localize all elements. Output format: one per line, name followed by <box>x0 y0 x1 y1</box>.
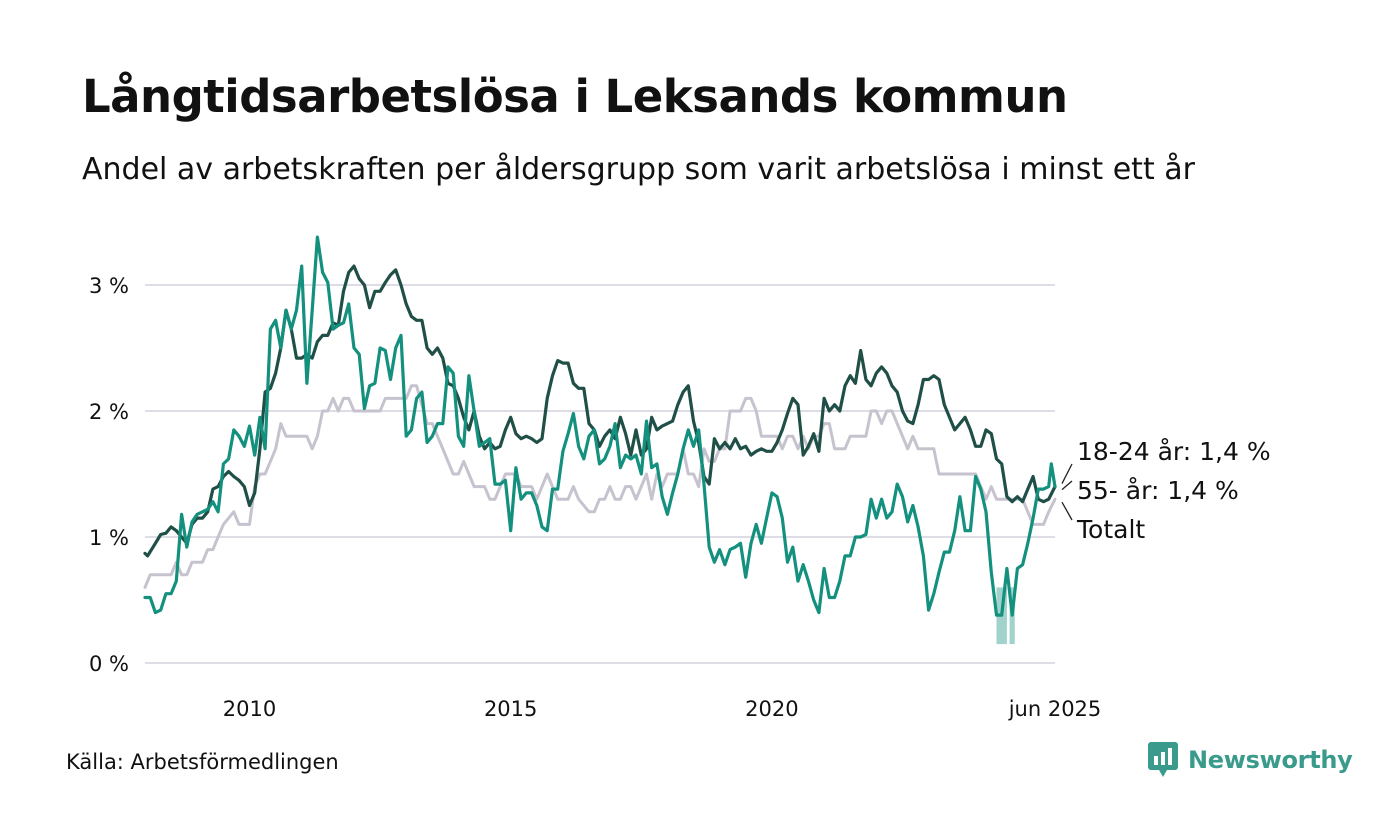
newsworthy-logo-icon <box>1148 742 1178 777</box>
source-note: Källa: Arbetsförmedlingen <box>66 750 339 774</box>
series-line-totalt <box>143 384 1057 589</box>
series-lines <box>143 235 1057 617</box>
brand-name: Newsworthy <box>1188 746 1353 774</box>
y-tick-label: 2 % <box>89 400 129 424</box>
leader-line <box>1061 463 1073 484</box>
y-tick-label: 1 % <box>89 526 129 550</box>
series-end-label: 18-24 år: 1,4 % <box>1077 437 1271 466</box>
x-tick-label: 2020 <box>745 697 798 721</box>
series-line-18-24-r <box>143 235 1057 617</box>
leader-line <box>1061 501 1073 521</box>
series-end-label: 55- år: 1,4 % <box>1077 476 1239 505</box>
series-line-55-r <box>143 264 1057 558</box>
newsworthy-brand[interactable]: Newsworthy <box>1148 742 1353 778</box>
x-axis-ticks: 2010 2015 2020 jun 2025 <box>223 697 1102 721</box>
x-tick-label: jun 2025 <box>1008 697 1102 721</box>
series-end-labels: Totalt 55- år: 1,4 % 18-24 år: 1,4 % <box>1061 437 1271 544</box>
series-end-label: Totalt <box>1076 515 1145 544</box>
chart-title: Långtidsarbetslösa i Leksands kommun <box>82 70 1068 123</box>
x-tick-label: 2010 <box>223 697 276 721</box>
y-axis-ticks: 0 % 1 % 2 % 3 % <box>89 274 129 676</box>
leader-line <box>1061 480 1073 491</box>
y-tick-label: 3 % <box>89 274 129 298</box>
y-tick-label: 0 % <box>89 652 129 676</box>
x-tick-label: 2015 <box>484 697 537 721</box>
chart-subtitle: Andel av arbetskraften per åldersgrupp s… <box>82 152 1195 187</box>
